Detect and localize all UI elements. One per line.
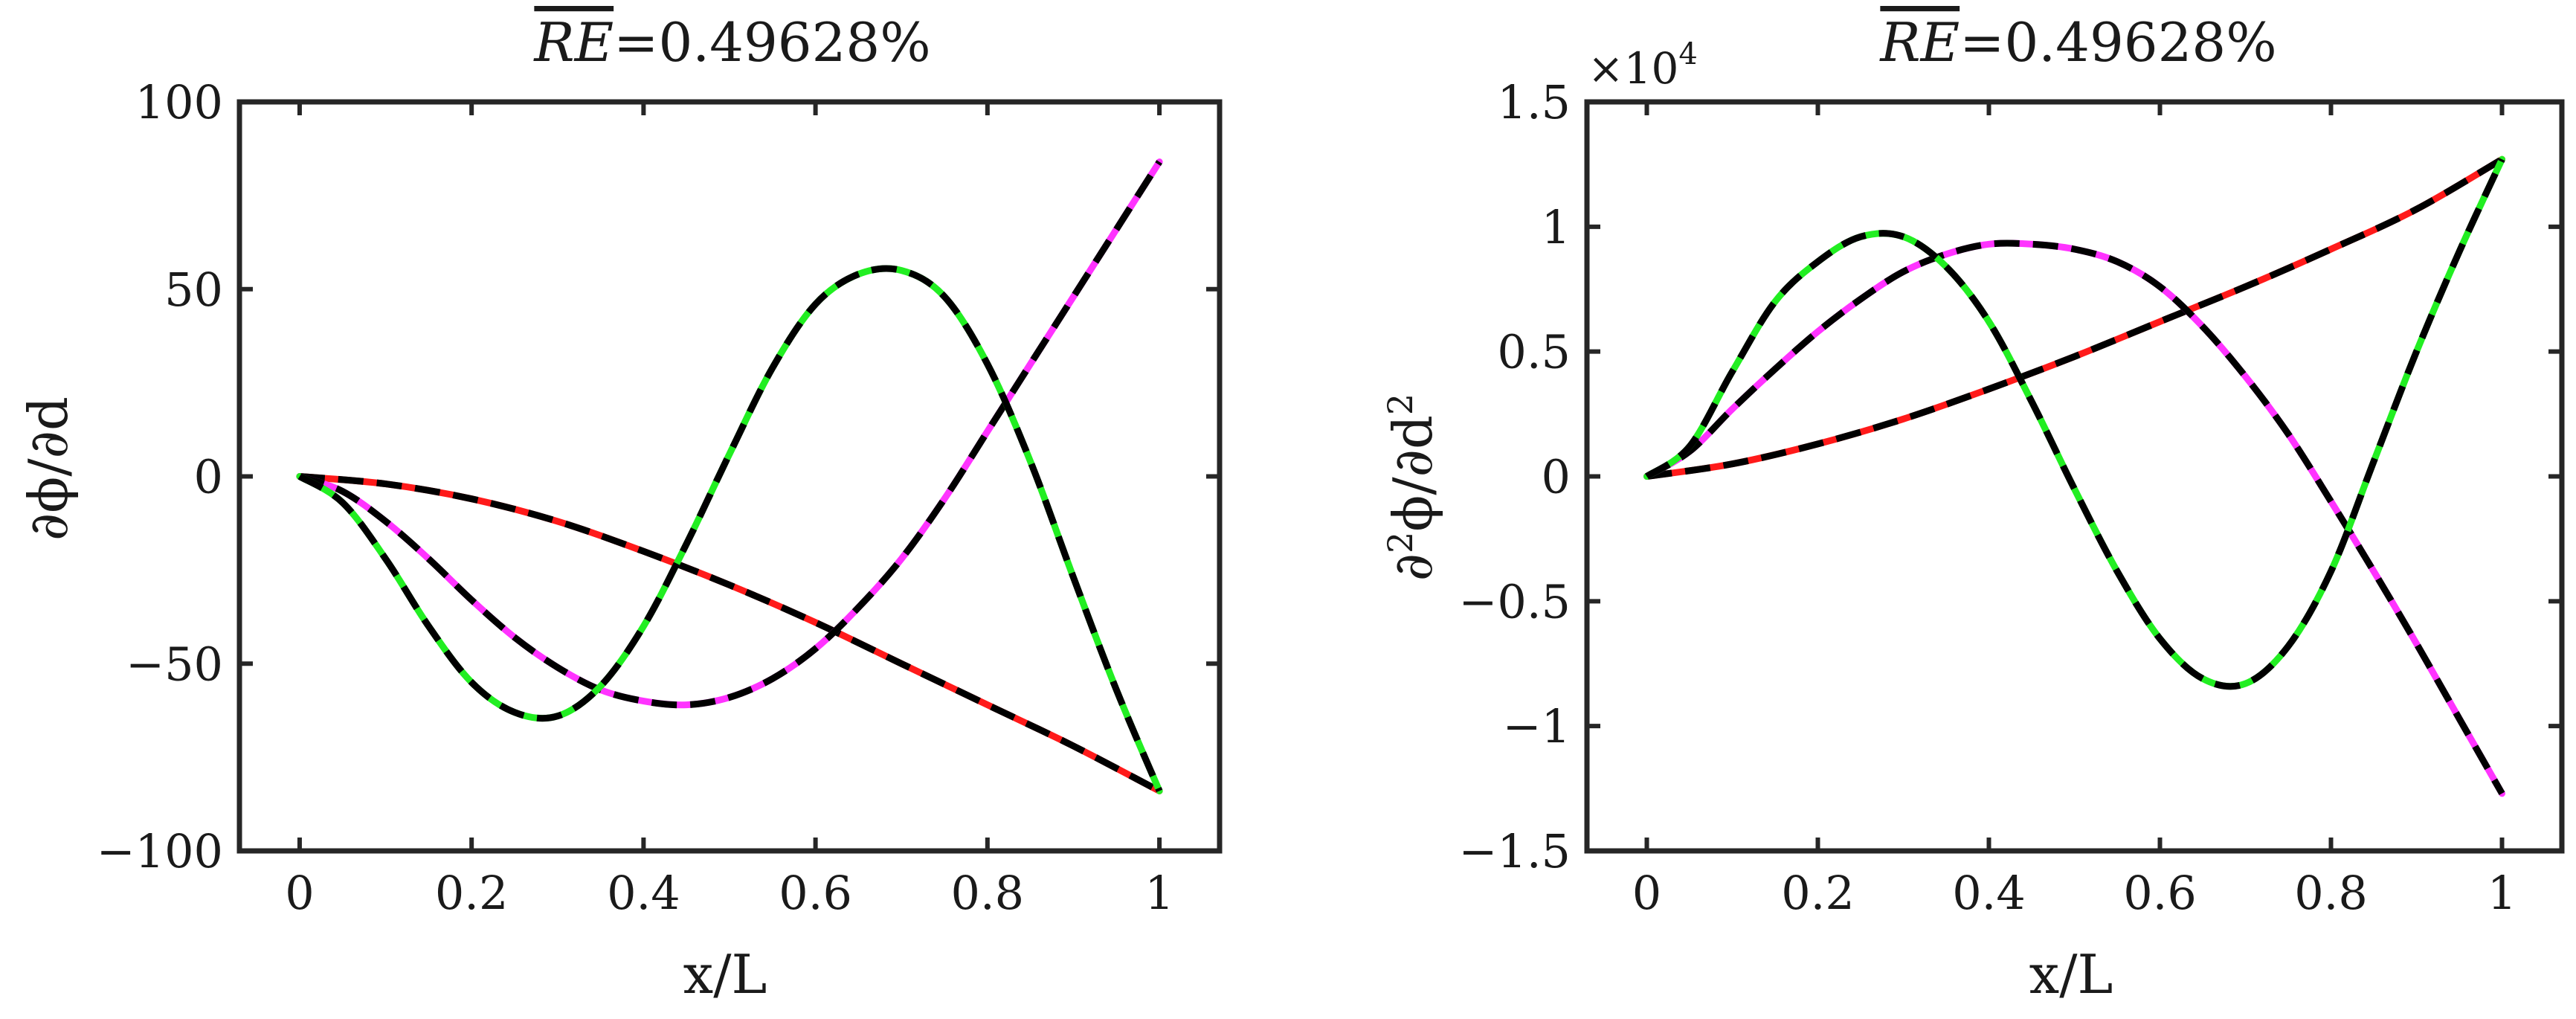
left-series-1-dashed-overlay xyxy=(299,473,1162,794)
right-ytick-label: 0 xyxy=(1542,450,1571,504)
left-plot-area: 0 0.2 0.4 0.6 0.8 1 100 50 0 −50 −100 xyxy=(97,75,1223,920)
right-xtick-label: 1 xyxy=(2488,866,2517,920)
left-panel: RE=0.49628% ∂ϕ/∂d x/L 0 0.2 0.4 0.6 0.8 1 100 5… xyxy=(17,11,1223,1006)
right-ytick-label: 0.5 xyxy=(1497,325,1571,379)
right-ylabel-rest: ϕ/∂d xyxy=(1382,415,1444,532)
left-xlabel: x/L xyxy=(683,943,767,1006)
right-xtick-label: 0 xyxy=(1632,866,1661,920)
left-series-2-dashed-overlay xyxy=(298,160,1162,709)
left-xtick-label: 0.2 xyxy=(435,866,509,920)
right-y-exponent-base: ×10 xyxy=(1588,43,1678,94)
right-plot-area: 0 0.2 0.4 0.6 0.8 1 1.5 1 0.5 0 −0.5 −1 −1.5 xyxy=(1458,75,2565,920)
right-title-re: RE xyxy=(1878,11,1960,74)
left-xtick-label: 1 xyxy=(1144,866,1173,920)
left-xtick-label: 0 xyxy=(285,866,314,920)
right-axes-frame xyxy=(1584,99,2565,854)
left-title: RE=0.49628% xyxy=(532,11,930,74)
right-ylabel-partial: ∂ xyxy=(1382,553,1444,581)
left-axes-frame xyxy=(236,99,1223,854)
right-ytick-label: −1 xyxy=(1503,699,1571,753)
right-series-3-line xyxy=(1643,155,2505,690)
left-series-3-dashed-overlay xyxy=(297,265,1163,793)
right-ylabel-sup-2: 2 xyxy=(1380,393,1420,415)
right-ylabel: ∂2ϕ/∂d2 xyxy=(1380,393,1444,581)
right-series-2-line xyxy=(1643,240,2505,797)
right-series-2-dashed-overlay xyxy=(1645,240,2505,796)
right-ytick-label: 1.5 xyxy=(1497,75,1571,129)
right-xtick-label: 0.6 xyxy=(2123,866,2197,920)
right-y-exponent: ×104 xyxy=(1588,37,1698,94)
right-series-1-dashed-overlay xyxy=(1646,156,2504,480)
right-xtick-label: 0.2 xyxy=(1781,866,1855,920)
right-xlabel: x/L xyxy=(2029,943,2113,1006)
left-ylabel: ∂ϕ/∂d xyxy=(17,396,80,541)
left-title-value: =0.49628% xyxy=(614,11,930,74)
right-xtick-label: 0.4 xyxy=(1952,866,2026,920)
left-title-re: RE xyxy=(532,11,614,74)
left-xtick-label: 0.6 xyxy=(779,866,852,920)
left-ytick-label: −100 xyxy=(97,824,223,878)
left-xtick-label: 0.8 xyxy=(951,866,1025,920)
right-ylabel-sup-1: 2 xyxy=(1380,532,1420,553)
left-series-1-line xyxy=(296,473,1163,794)
left-xtick-label: 0.4 xyxy=(607,866,680,920)
left-ytick-label: 0 xyxy=(194,450,223,504)
left-series-3-line xyxy=(296,265,1163,794)
right-ytick-label: −1.5 xyxy=(1458,824,1571,878)
left-ytick-label: −50 xyxy=(126,637,223,691)
left-ytick-label: 50 xyxy=(164,263,223,317)
right-panel: RE=0.49628% ×104 ∂2ϕ/∂d2 x/L 0 0.2 0.4 0.6 0… xyxy=(1380,11,2565,1006)
right-series-3-dashed-overlay xyxy=(1644,158,2505,690)
left-ylabel-text: ∂ϕ/∂d xyxy=(17,396,80,541)
left-ytick-label: 100 xyxy=(135,75,223,129)
right-y-exponent-power: 4 xyxy=(1678,37,1697,71)
right-title: RE=0.49628% xyxy=(1878,11,2276,74)
right-series-1-line xyxy=(1643,155,2505,480)
right-xtick-label: 0.8 xyxy=(2294,866,2368,920)
right-ytick-label: −0.5 xyxy=(1458,574,1571,629)
right-title-value: =0.49628% xyxy=(1960,11,2276,74)
right-ytick-label: 1 xyxy=(1542,200,1571,254)
